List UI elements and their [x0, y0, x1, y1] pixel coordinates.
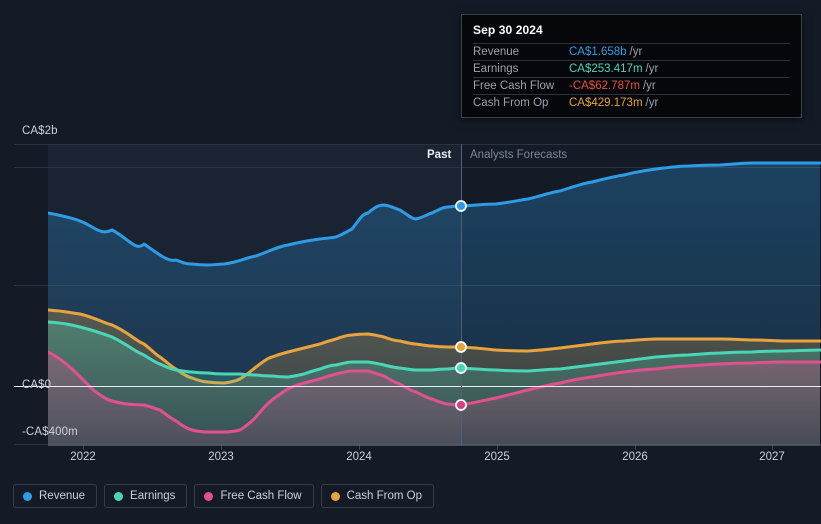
tooltip-unit-free-cash-flow: /yr [642, 80, 656, 92]
legend-label-revenue: Revenue [39, 490, 86, 502]
marker-earnings [455, 362, 467, 374]
legend-label-free-cash-flow: Free Cash Flow [220, 490, 302, 502]
series-line-free-cash-flow [48, 350, 821, 434]
chart-legend: Revenue Earnings Free Cash Flow Cash Fro… [13, 484, 435, 508]
tooltip-label-revenue: Revenue [473, 46, 520, 58]
legend-dot-earnings-icon [114, 491, 124, 501]
data-tooltip: Sep 30 2024 Revenue CA$1.658b/yr Earning… [461, 14, 802, 118]
tooltip-date: Sep 30 2024 [473, 23, 543, 37]
legend-item-revenue[interactable]: Revenue [13, 484, 98, 508]
tooltip-value-cash-from-op: CA$429.173m/yr [569, 95, 790, 112]
tooltip-value-free-cash-flow: -CA$62.787m/yr [569, 78, 790, 95]
tooltip-label-earnings: Earnings [473, 63, 519, 75]
tooltip-label-free-cash-flow: Free Cash Flow [473, 80, 555, 92]
tooltip-table: Revenue CA$1.658b/yr Earnings CA$253.417… [473, 43, 790, 111]
tooltip-value-earnings: CA$253.417m/yr [569, 61, 790, 78]
legend-item-free-cash-flow[interactable]: Free Cash Flow [194, 484, 314, 508]
tooltip-number-free-cash-flow: -CA$62.787m [569, 80, 640, 92]
marker-free-cash-flow [455, 399, 467, 411]
y-axis-label-2b: CA$2b [22, 125, 58, 137]
x-axis-label-2025: 2025 [484, 451, 510, 463]
x-axis-label-2024: 2024 [346, 451, 372, 463]
x-axis-label-2022: 2022 [70, 451, 96, 463]
legend-item-cash-from-op[interactable]: Cash From Op [320, 484, 435, 508]
series-line-earnings [48, 320, 821, 379]
tooltip-row-cash-from-op: Cash From Op CA$429.173m/yr [473, 94, 790, 112]
x-axis-label-2027: 2027 [759, 451, 785, 463]
marker-cash-from-op [455, 341, 467, 353]
tooltip-label-cash-from-op: Cash From Op [473, 97, 549, 109]
legend-label-cash-from-op: Cash From Op [346, 490, 423, 502]
tooltip-row-earnings: Earnings CA$253.417m/yr [473, 60, 790, 78]
series-line-revenue [48, 161, 821, 267]
marker-revenue [455, 200, 467, 212]
x-axis-label-2023: 2023 [208, 451, 234, 463]
legend-item-earnings[interactable]: Earnings [104, 484, 188, 508]
y-axis-label-zero: CA$0 [22, 379, 52, 391]
x-axis-label-2026: 2026 [622, 451, 648, 463]
tooltip-number-revenue: CA$1.658b [569, 46, 627, 58]
legend-dot-revenue-icon [23, 491, 32, 501]
legend-label-earnings: Earnings [130, 490, 176, 502]
y-axis-label-neg: -CA$400m [22, 426, 78, 438]
tooltip-number-earnings: CA$253.417m [569, 63, 643, 75]
tooltip-value-revenue: CA$1.658b/yr [569, 44, 790, 61]
tooltip-unit-cash-from-op: /yr [645, 97, 659, 109]
tooltip-unit-revenue: /yr [629, 46, 643, 58]
tooltip-row-free-cash-flow: Free Cash Flow -CA$62.787m/yr [473, 77, 790, 95]
tooltip-unit-earnings: /yr [645, 63, 659, 75]
tooltip-row-revenue: Revenue CA$1.658b/yr [473, 43, 790, 61]
past-band-label: Past [427, 149, 452, 161]
legend-dot-cash-from-op-icon [330, 491, 340, 501]
highlight-markers [455, 200, 467, 411]
forecast-band-label: Analysts Forecasts [470, 149, 568, 161]
legend-dot-free-cash-flow-icon [204, 491, 214, 501]
tooltip-number-cash-from-op: CA$429.173m [569, 97, 643, 109]
series-area-free-cash-flow [48, 352, 820, 446]
